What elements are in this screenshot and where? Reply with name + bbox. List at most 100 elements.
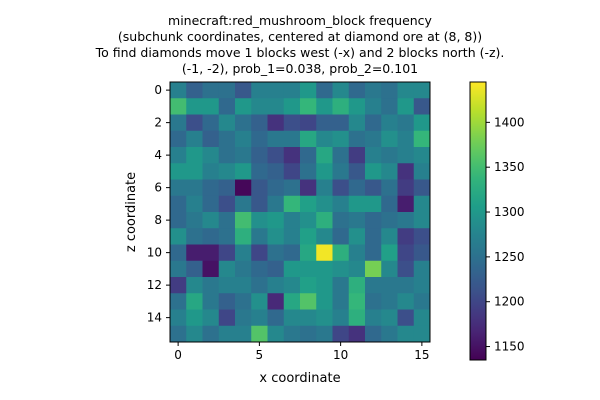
heatmap-cell [186, 260, 203, 278]
heatmap-cell [170, 293, 187, 310]
x-axis-label: x coordinate [259, 371, 340, 386]
heatmap-cell [316, 130, 333, 148]
heatmap-cell [413, 98, 431, 115]
heatmap-cell [186, 277, 203, 294]
heatmap-cell [186, 163, 203, 180]
colorbar-tick-label: 1200 [494, 295, 525, 309]
heatmap-cell [267, 163, 285, 180]
heatmap-cell [186, 98, 203, 115]
heatmap-cell [381, 325, 398, 343]
heatmap-cell [413, 260, 431, 278]
heatmap-cell [413, 277, 431, 294]
heatmap-cell [332, 195, 350, 213]
heatmap-cell [348, 309, 366, 327]
heatmap-cell [413, 130, 431, 148]
heatmap-cell [316, 228, 333, 245]
heatmap-cell [397, 277, 415, 294]
chart-title-line-4: (-1, -2), prob_1=0.038, prob_2=0.101 [181, 61, 419, 76]
heatmap-cell [397, 325, 415, 343]
chart-title-line-3: To find diamonds move 1 blocks west (-x)… [95, 45, 505, 60]
heatmap-cell [300, 260, 317, 278]
y-tick-label: 6 [154, 181, 162, 195]
heatmap-cell [283, 309, 301, 327]
heatmap-cell [267, 212, 285, 229]
x-tick-label: 5 [256, 348, 264, 362]
heatmap-cell [235, 147, 252, 164]
heatmap-cell [186, 212, 203, 229]
heatmap-cell [397, 98, 415, 115]
heatmap-cell [267, 179, 285, 197]
heatmap-cell [235, 98, 252, 115]
heatmap-cell [235, 114, 252, 132]
heatmap-cell [365, 130, 382, 148]
heatmap-cell [348, 212, 366, 229]
heatmap-cell [381, 228, 398, 245]
heatmap-cell [202, 293, 220, 310]
heatmap-cell [202, 228, 220, 245]
heatmap-cell [413, 309, 431, 327]
heatmap-cell [413, 82, 431, 99]
heatmap-cell [316, 277, 333, 294]
heatmap-cell [202, 179, 220, 197]
heatmap-cell [365, 195, 382, 213]
heatmap-cell [413, 325, 431, 343]
y-axis-ticks: 0 2 4 6 8 10 12 14 [147, 83, 170, 325]
heatmap-cell [170, 228, 187, 245]
heatmap-cell [300, 82, 317, 99]
heatmap-cell [186, 293, 203, 310]
heatmap-cell [186, 309, 203, 327]
heatmap-cell [365, 309, 382, 327]
y-tick-label: 2 [154, 116, 162, 130]
heatmap-cell [251, 244, 268, 262]
heatmap-cell [170, 114, 187, 132]
heatmap-cell [218, 260, 236, 278]
heatmap-cell [300, 195, 317, 213]
heatmap-cell [332, 98, 350, 115]
heatmap-cell [300, 244, 317, 262]
heatmap-cell [348, 163, 366, 180]
heatmap-cell [251, 163, 268, 180]
heatmap-cell [251, 130, 268, 148]
heatmap-cell [397, 212, 415, 229]
heatmap-cell [316, 325, 333, 343]
heatmap-cell [170, 179, 187, 197]
heatmap-cell [283, 130, 301, 148]
heatmap-cell [332, 212, 350, 229]
chart-title-line-1: minecraft:red_mushroom_block frequency [168, 13, 432, 28]
heatmap-cell [365, 212, 382, 229]
heatmap-cell [413, 195, 431, 213]
y-tick-label: 10 [147, 246, 162, 260]
heatmap-cell [202, 260, 220, 278]
heatmap-cell [283, 293, 301, 310]
heatmap-cell [397, 130, 415, 148]
heatmap-cell [397, 82, 415, 99]
heatmap-cell [202, 244, 220, 262]
heatmap-cell [365, 260, 382, 278]
heatmap-cell [267, 325, 285, 343]
heatmap-cell [316, 114, 333, 132]
heatmap-cell [348, 114, 366, 132]
heatmap-cell [267, 147, 285, 164]
heatmap-cell [348, 82, 366, 99]
heatmap-cell [316, 195, 333, 213]
heatmap-cell [267, 293, 285, 310]
heatmap-cell [348, 293, 366, 310]
heatmap-cell [332, 114, 350, 132]
heatmap-cell [218, 277, 236, 294]
heatmap-cell [202, 130, 220, 148]
heatmap-cell [381, 195, 398, 213]
heatmap-cell [300, 98, 317, 115]
heatmap-cell [381, 130, 398, 148]
heatmap-cell [348, 195, 366, 213]
heatmap-cell [332, 82, 350, 99]
heatmap-cell [332, 325, 350, 343]
heatmap-cell [235, 228, 252, 245]
heatmap-cell [316, 212, 333, 229]
heatmap-cell [202, 195, 220, 213]
y-tick-label: 0 [154, 83, 162, 97]
heatmap-cell [267, 228, 285, 245]
heatmap-cell [316, 98, 333, 115]
heatmap-cell [381, 163, 398, 180]
heatmap-cell [365, 228, 382, 245]
